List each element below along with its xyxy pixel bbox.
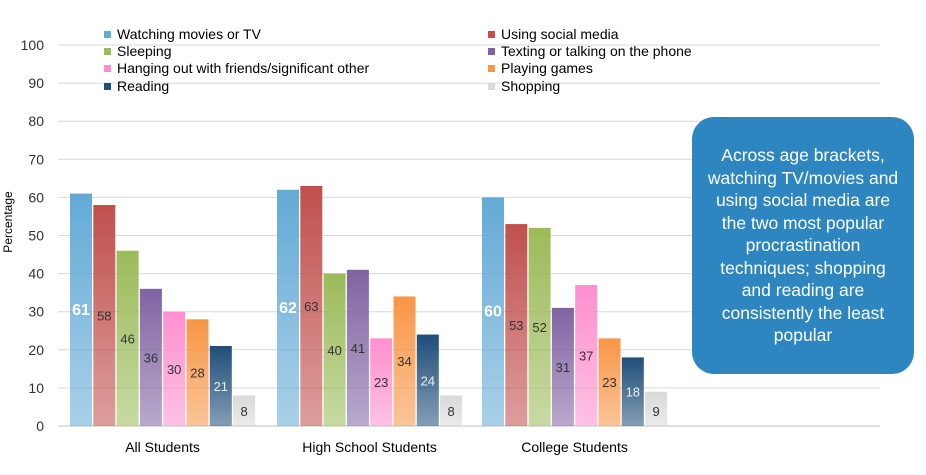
- y-tick-label: 0: [36, 418, 44, 434]
- annotation-callout: Across age brackets, watching TV/movies …: [692, 117, 914, 374]
- data-label: 62: [279, 300, 297, 317]
- bar-3-2: [323, 273, 346, 426]
- callout-text: Across age brackets, watching TV/movies …: [707, 145, 899, 346]
- data-label: 9: [652, 404, 659, 419]
- bar-5-1: [163, 311, 186, 426]
- bars: 61 58 46 36 30 28 21 8 62 63 40 41 23 34 24 8 60 53 52 31 37…: [70, 185, 668, 426]
- x-tick-label: All Students: [125, 439, 200, 455]
- bar-8-3: [645, 391, 668, 426]
- bar-6-1: [186, 319, 209, 426]
- legend-label: Playing games: [501, 60, 593, 76]
- x-tick-label: College Students: [521, 439, 628, 455]
- legend-swatch: [488, 48, 495, 55]
- data-label: 21: [214, 379, 228, 394]
- x-axis: All Students High School Students College …: [125, 439, 628, 455]
- bar-2-2: [300, 185, 323, 426]
- legend: Watching movies or TV Using social media S…: [104, 26, 692, 94]
- bar-5-3: [575, 285, 598, 426]
- bar-6-3: [598, 338, 621, 426]
- data-label: 8: [447, 404, 454, 419]
- bar-7-2: [416, 334, 439, 426]
- bar-7-1: [209, 345, 232, 426]
- legend-swatch: [104, 31, 111, 38]
- legend-swatch: [104, 65, 111, 72]
- bar-4-1: [139, 288, 162, 426]
- y-axis-label: Percentage: [1, 191, 15, 253]
- legend-label: Sleeping: [117, 43, 172, 59]
- y-tick-label: 20: [28, 342, 44, 358]
- y-tick-label: 60: [28, 189, 44, 205]
- bar-2-1: [93, 205, 116, 426]
- bar-3-3: [528, 227, 551, 426]
- y-tick-label: 40: [28, 266, 44, 282]
- data-label: 41: [351, 341, 365, 356]
- data-label: 23: [602, 375, 616, 390]
- legend-label: Watching movies or TV: [117, 26, 262, 42]
- legend-swatch: [488, 31, 495, 38]
- bar-1-2: [277, 189, 299, 426]
- legend-label: Reading: [117, 78, 169, 94]
- data-label: 23: [374, 375, 388, 390]
- legend-swatch: [488, 83, 495, 90]
- x-tick-label: High School Students: [302, 439, 437, 455]
- y-tick-label: 50: [28, 228, 44, 244]
- bar-7-3: [621, 357, 644, 426]
- bar-6-2: [393, 296, 416, 426]
- data-label: 52: [532, 320, 546, 335]
- bar-3-1: [116, 250, 139, 426]
- data-label: 30: [167, 362, 181, 377]
- y-tick-label: 90: [28, 75, 44, 91]
- data-label: 61: [72, 302, 90, 319]
- data-label: 63: [304, 299, 318, 314]
- data-label: 28: [190, 366, 204, 381]
- y-tick-label: 100: [21, 37, 45, 53]
- data-label: 36: [144, 350, 158, 365]
- data-label: 46: [120, 331, 134, 346]
- bar-2-3: [505, 224, 528, 426]
- y-tick-label: 80: [28, 113, 44, 129]
- data-label: 8: [240, 404, 247, 419]
- bar-4-2: [346, 269, 369, 426]
- y-tick-label: 30: [28, 304, 44, 320]
- data-label: 34: [397, 354, 411, 369]
- bar-5-2: [370, 338, 393, 426]
- bar-1-3: [482, 197, 504, 426]
- legend-label: Shopping: [501, 78, 560, 94]
- legend-label: Texting or talking on the phone: [501, 43, 692, 59]
- data-label: 31: [556, 360, 570, 375]
- legend-swatch: [104, 48, 111, 55]
- data-label: 37: [579, 349, 593, 364]
- y-tick-label: 10: [28, 380, 44, 396]
- legend-label: Hanging out with friends/significant oth…: [117, 60, 369, 76]
- bar-8-1: [233, 395, 256, 426]
- legend-swatch: [104, 83, 111, 90]
- data-label: 18: [626, 385, 640, 400]
- data-label: 58: [97, 309, 111, 324]
- data-label: 60: [484, 304, 502, 321]
- legend-swatch: [488, 65, 495, 72]
- data-label: 53: [509, 318, 523, 333]
- bar-1-1: [70, 193, 92, 426]
- bar-4-3: [551, 307, 574, 426]
- y-tick-label: 70: [28, 151, 44, 167]
- legend-label: Using social media: [501, 26, 619, 42]
- y-axis: 0 10 20 30 40 50 60 70 80 90 100: [21, 37, 45, 434]
- data-label: 24: [421, 373, 435, 388]
- bar-8-2: [440, 395, 463, 426]
- data-label: 40: [327, 343, 341, 358]
